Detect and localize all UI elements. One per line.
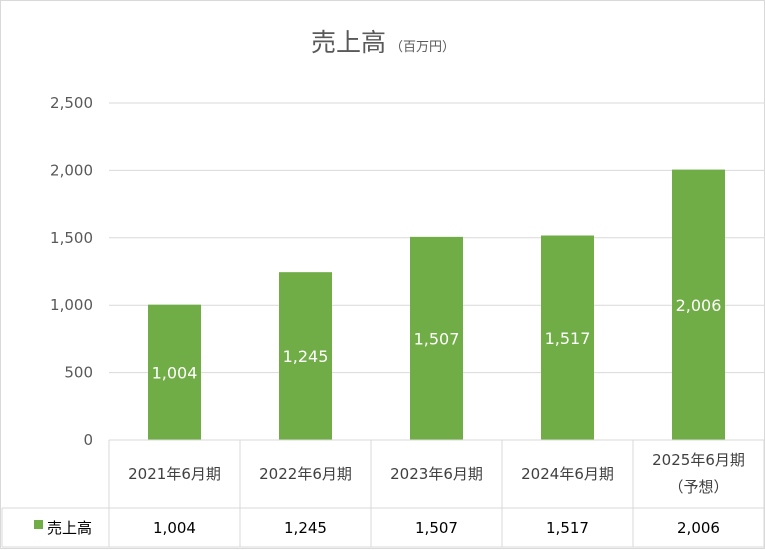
legend-series-name: 売上高 (47, 519, 92, 537)
table-value: 1,245 (284, 519, 327, 537)
bar-value-label: 1,245 (283, 347, 329, 366)
table-value: 1,517 (546, 519, 589, 537)
category-label: 2023年6月期 (390, 465, 483, 483)
chart-title-main: 売上高 (311, 28, 386, 57)
bar-value-label: 1,517 (545, 329, 591, 348)
category-label: 2025年6月期 (652, 451, 745, 469)
y-tick-label: 0 (83, 431, 93, 449)
bar-value-label: 2,006 (676, 296, 722, 315)
y-axis: 0 500 1,000 1,500 2,000 2,500 (50, 94, 93, 449)
y-tick-label: 1,500 (50, 229, 93, 247)
bar (541, 235, 594, 440)
bar (148, 304, 201, 440)
table-value: 1,507 (415, 519, 458, 537)
bar (672, 169, 725, 441)
bars: 1,004 1,245 1,507 1,517 2,006 (148, 169, 725, 441)
data-table: 2021年6月期 2022年6月期 2023年6月期 2024年6月期 2025年6月期… (1, 439, 765, 548)
y-tick-label: 2,000 (50, 161, 93, 179)
category-label: 2024年6月期 (521, 465, 614, 483)
y-tick-label: 1,000 (50, 296, 93, 314)
chart-title: 売上高 （百万円） (311, 28, 455, 57)
bar (410, 236, 463, 440)
category-label-sub: （予想） (668, 478, 728, 496)
table-value: 2,006 (677, 519, 720, 537)
category-label: 2021年6月期 (128, 465, 221, 483)
bar-value-label: 1,507 (414, 329, 460, 348)
legend-key (34, 520, 43, 529)
bar (279, 272, 332, 440)
table-value: 1,004 (153, 519, 196, 537)
y-tick-label: 2,500 (50, 94, 93, 112)
chart-title-group: 売上高 （百万円） (311, 28, 455, 57)
bar-value-label: 1,004 (152, 363, 198, 382)
chart-title-unit: （百万円） (390, 40, 455, 55)
category-label: 2022年6月期 (259, 465, 352, 483)
y-tick-label: 500 (64, 364, 93, 382)
